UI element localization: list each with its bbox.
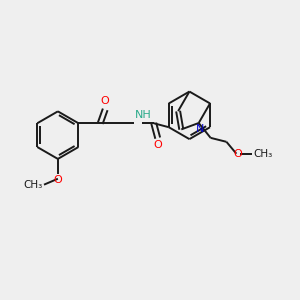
Text: CH₃: CH₃ <box>253 149 272 159</box>
Text: O: O <box>233 149 242 159</box>
Text: N: N <box>196 124 204 134</box>
Text: O: O <box>53 175 62 185</box>
Text: O: O <box>153 140 162 150</box>
Text: NH: NH <box>135 110 152 120</box>
Text: CH₃: CH₃ <box>24 180 43 190</box>
Text: O: O <box>101 96 110 106</box>
